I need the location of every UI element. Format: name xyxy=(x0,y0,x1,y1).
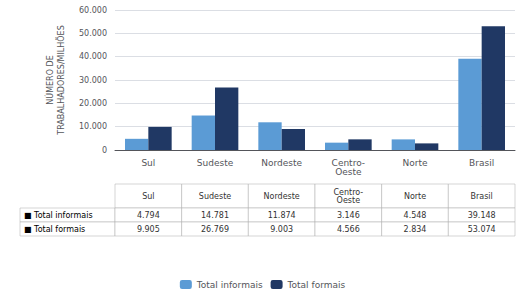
svg-text:0: 0 xyxy=(102,146,107,155)
svg-text:60.000: 60.000 xyxy=(79,6,107,15)
svg-text:40.000: 40.000 xyxy=(79,52,107,61)
svg-text:4.548: 4.548 xyxy=(404,211,427,220)
svg-text:50.000: 50.000 xyxy=(79,29,107,38)
svg-text:Sul: Sul xyxy=(141,158,155,168)
svg-text:Norte: Norte xyxy=(402,158,427,168)
svg-text:Brasil: Brasil xyxy=(471,192,493,201)
svg-text:Total informais: Total informais xyxy=(196,280,263,290)
svg-text:10.000: 10.000 xyxy=(79,122,107,131)
svg-text:26.769: 26.769 xyxy=(201,225,229,234)
svg-text:Centro-: Centro- xyxy=(331,157,366,168)
svg-text:Nordeste: Nordeste xyxy=(264,192,300,201)
svg-text:Centro-: Centro- xyxy=(333,187,364,197)
svg-text:Nordeste: Nordeste xyxy=(261,158,302,168)
svg-text:9.003: 9.003 xyxy=(270,225,293,234)
svg-text:■ Total informais: ■ Total informais xyxy=(24,211,93,220)
svg-text:Oeste: Oeste xyxy=(337,196,361,205)
svg-text:4.794: 4.794 xyxy=(137,211,160,220)
svg-text:NÚMERO DE: NÚMERO DE xyxy=(44,55,55,104)
svg-text:53.074: 53.074 xyxy=(468,225,496,234)
svg-text:■ Total formais: ■ Total formais xyxy=(24,225,85,234)
svg-text:Brasil: Brasil xyxy=(469,158,494,168)
svg-text:2.834: 2.834 xyxy=(404,225,427,234)
svg-text:Sudeste: Sudeste xyxy=(199,192,231,201)
svg-text:39.148: 39.148 xyxy=(468,211,496,220)
svg-text:Norte: Norte xyxy=(404,192,426,201)
svg-text:Total formais: Total formais xyxy=(287,280,346,290)
svg-text:20.000: 20.000 xyxy=(79,99,107,108)
svg-text:9.905: 9.905 xyxy=(137,225,160,234)
svg-text:3.146: 3.146 xyxy=(337,211,360,220)
svg-text:Oeste: Oeste xyxy=(335,167,362,177)
svg-text:11.874: 11.874 xyxy=(268,211,296,220)
svg-text:Sul: Sul xyxy=(142,192,154,201)
svg-text:14.781: 14.781 xyxy=(201,211,229,220)
svg-text:TRABALHADORES/MILHÕES: TRABALHADORES/MILHÕES xyxy=(55,25,66,136)
svg-text:Sudeste: Sudeste xyxy=(197,158,234,168)
svg-text:30.000: 30.000 xyxy=(79,76,107,85)
svg-text:4.566: 4.566 xyxy=(337,225,360,234)
